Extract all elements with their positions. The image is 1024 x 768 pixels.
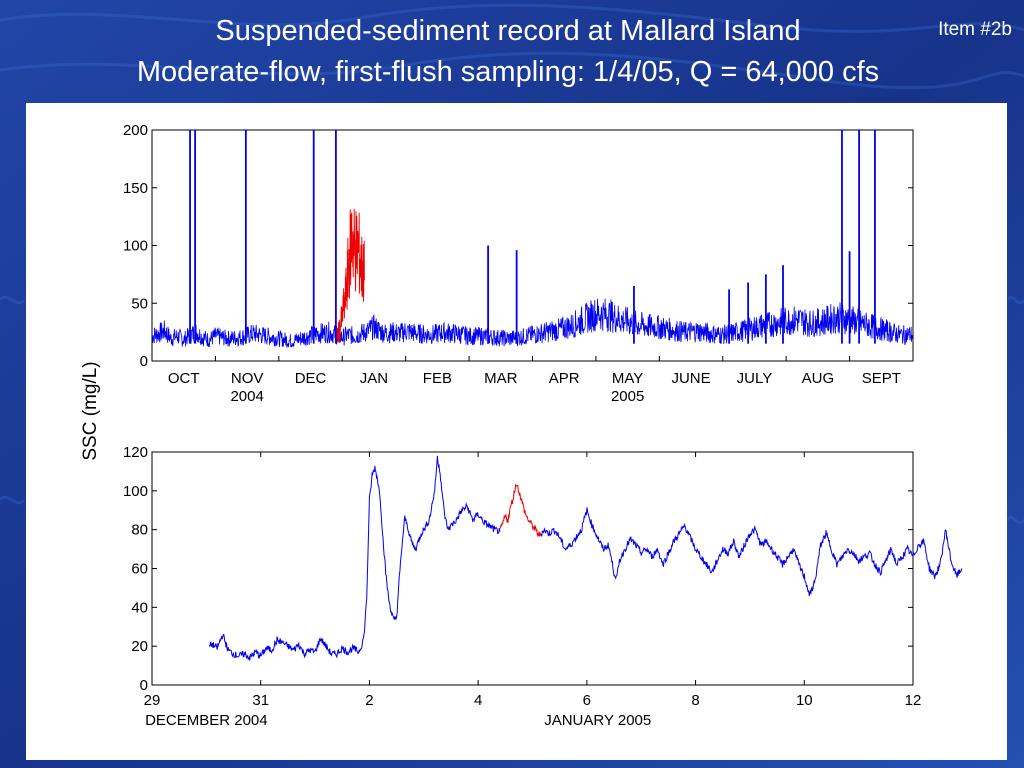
annual-month-label-7: MAY — [612, 370, 643, 387]
detail-ytick-label-4: 80 — [131, 522, 148, 539]
annual-month-label-3: JAN — [360, 370, 388, 387]
annual-month-label-9: JULY — [737, 370, 773, 387]
slide-title-line1: Suspended-sediment record at Mallard Isl… — [215, 15, 801, 47]
detail-date-label-0: DECEMBER 2004 — [145, 712, 268, 729]
annual-month-label-4: FEB — [423, 370, 452, 387]
annual-month-label-6: APR — [549, 370, 580, 387]
annual-month-label-1: NOV — [231, 370, 264, 387]
slide-title-line2: Moderate-flow, first-flush sampling: 1/4… — [136, 56, 880, 88]
detail-ytick-label-1: 20 — [131, 638, 148, 655]
detail-xtick-label-7: 12 — [905, 692, 922, 709]
annual-ytick-label-4: 200 — [123, 122, 148, 139]
detail-xtick-label-0: 29 — [144, 692, 161, 709]
annual-month-label-5: MAR — [484, 370, 517, 387]
annual-year-label-0: 2004 — [230, 388, 263, 405]
detail-ytick-label-2: 40 — [131, 599, 148, 616]
detail-ytick-label-3: 60 — [131, 561, 148, 578]
detail-plot-frame — [151, 451, 914, 686]
chart-panel: SSC (mg/L) 0 50 100 150 200 OCT NOV DEC JAN FEB MA… — [26, 103, 1007, 760]
detail-ytick-label-0: 0 — [140, 677, 148, 694]
detail-xtick-label-3: 4 — [474, 692, 482, 709]
detail-series-line-b — [540, 507, 963, 597]
detail-date-label-1: JANUARY 2005 — [544, 712, 651, 729]
annual-first-flush-line — [335, 208, 365, 343]
detail-series-line-a — [208, 455, 501, 661]
annual-month-label-2: DEC — [295, 370, 327, 387]
annual-ytick-label-2: 100 — [123, 238, 148, 255]
annual-month-label-8: JUNE — [671, 370, 710, 387]
detail-ytick-label-6: 120 — [123, 444, 148, 461]
detail-first-flush-line — [499, 483, 542, 538]
annual-month-label-0: OCT — [168, 370, 200, 387]
detail-xtick-label-5: 8 — [691, 692, 699, 709]
annual-ytick-label-3: 150 — [123, 180, 148, 197]
annual-year-label-1: 2005 — [611, 388, 644, 405]
annual-month-label-10: AUG — [802, 370, 835, 387]
detail-xtick-label-4: 6 — [583, 692, 591, 709]
detail-xtick-label-6: 10 — [796, 692, 813, 709]
annual-record-chart: 0 50 100 150 200 OCT NOV DEC JAN FEB MAR APR MAY JUNE… — [123, 122, 914, 405]
annual-series-line — [151, 298, 914, 348]
detail-ytick-label-5: 100 — [123, 483, 148, 500]
detail-xtick-label-2: 2 — [365, 692, 373, 709]
item-label: Item #2b — [938, 19, 1012, 40]
detail-xtick-label-1: 31 — [252, 692, 269, 709]
annual-ytick-label-0: 0 — [140, 353, 148, 370]
annual-ytick-label-1: 50 — [131, 295, 148, 312]
annual-month-label-11: SEPT — [862, 370, 901, 387]
shared-y-axis-label: SSC (mg/L) — [80, 361, 101, 460]
first-flush-detail-chart: 0 20 40 60 80 100 120 29 31 2 4 6 8 10 12 DECEMBER 2004… — [123, 444, 963, 729]
